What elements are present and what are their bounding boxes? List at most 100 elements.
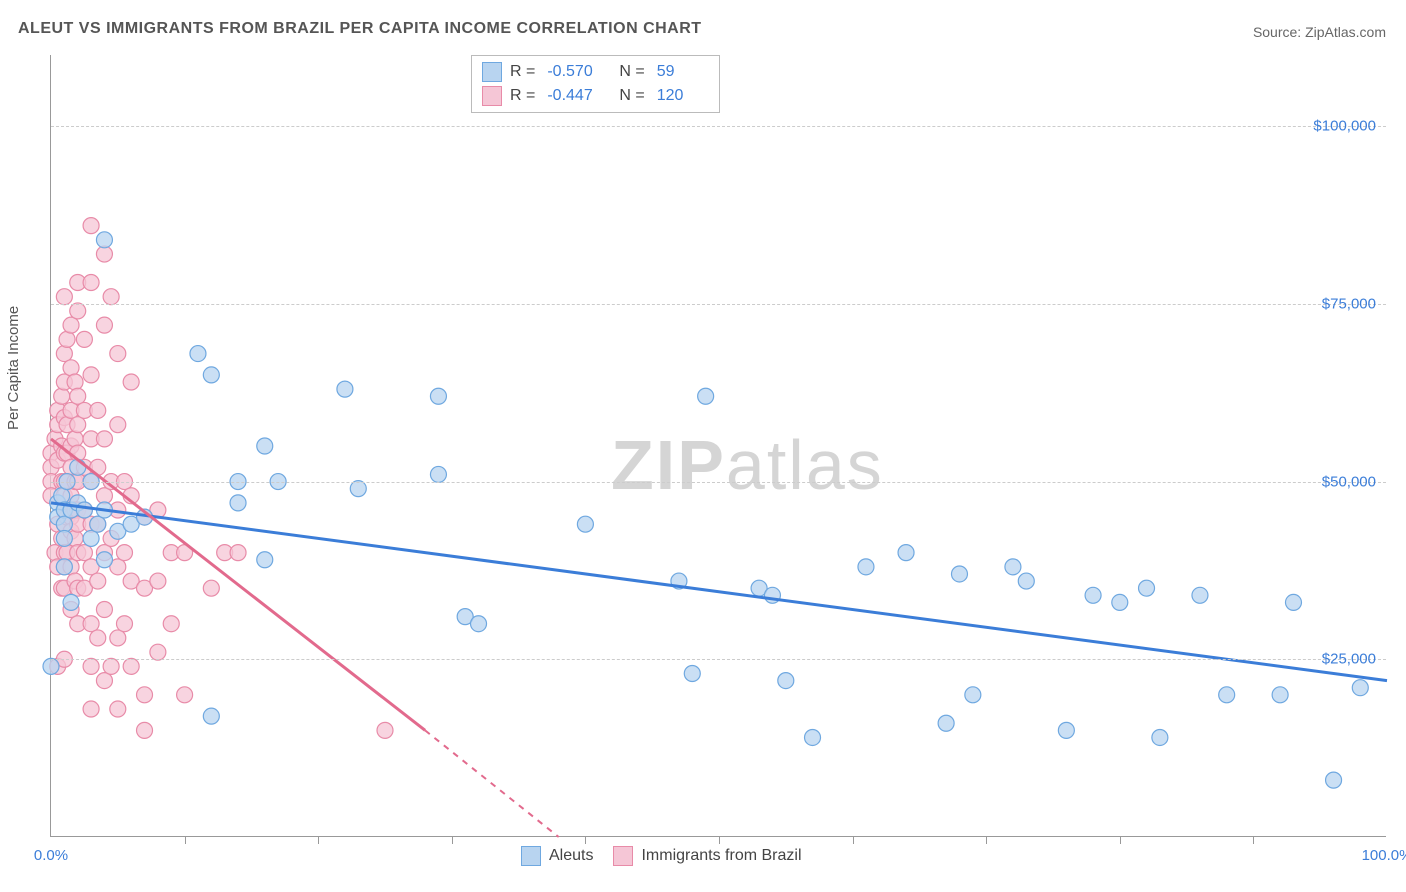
legend-item-brazil: Immigrants from Brazil (613, 846, 801, 866)
data-point (83, 530, 99, 546)
data-point (63, 360, 79, 376)
y-axis-label: Per Capita Income (5, 306, 22, 430)
data-point (96, 246, 112, 262)
data-point (116, 545, 132, 561)
data-point (471, 616, 487, 632)
data-point (56, 516, 72, 532)
data-point (778, 673, 794, 689)
data-point (56, 346, 72, 362)
data-point (90, 516, 106, 532)
data-point (90, 630, 106, 646)
data-point (163, 616, 179, 632)
data-point (54, 488, 70, 504)
legend-item-aleuts: Aleuts (521, 846, 593, 866)
data-point (150, 644, 166, 660)
xtick (853, 836, 854, 844)
ytick-label: $100,000 (1313, 118, 1376, 135)
data-point (1152, 729, 1168, 745)
data-point (1272, 687, 1288, 703)
data-point (83, 218, 99, 234)
data-point (337, 381, 353, 397)
xtick (719, 836, 720, 844)
data-point (56, 530, 72, 546)
data-point (858, 559, 874, 575)
data-point (430, 388, 446, 404)
data-point (1352, 680, 1368, 696)
n-label: N = (619, 84, 644, 108)
chart-area: ZIPatlas R = -0.570 N = 59 R = -0.447 N … (50, 55, 1386, 837)
xtick (1253, 836, 1254, 844)
chart-title: ALEUT VS IMMIGRANTS FROM BRAZIL PER CAPI… (18, 20, 702, 38)
data-point (76, 331, 92, 347)
swatch-brazil-icon (613, 846, 633, 866)
data-point (123, 658, 139, 674)
legend-row-aleuts: R = -0.570 N = 59 (482, 60, 709, 84)
data-point (230, 545, 246, 561)
data-point (116, 616, 132, 632)
data-point (190, 346, 206, 362)
trend-line (51, 503, 1387, 681)
data-point (83, 367, 99, 383)
scatter-plot (51, 55, 1386, 836)
data-point (203, 367, 219, 383)
data-point (898, 545, 914, 561)
data-point (805, 729, 821, 745)
data-point (350, 481, 366, 497)
data-point (83, 701, 99, 717)
data-point (1112, 594, 1128, 610)
data-point (1285, 594, 1301, 610)
data-point (96, 602, 112, 618)
trend-line-dashed (425, 730, 559, 837)
data-point (56, 289, 72, 305)
data-point (177, 687, 193, 703)
correlation-legend: R = -0.570 N = 59 R = -0.447 N = 120 (471, 55, 720, 113)
data-point (90, 402, 106, 418)
data-point (1018, 573, 1034, 589)
ytick-label: $25,000 (1322, 651, 1376, 668)
data-point (203, 708, 219, 724)
data-point (137, 722, 153, 738)
data-point (90, 459, 106, 475)
xtick (1120, 836, 1121, 844)
data-point (103, 289, 119, 305)
data-point (377, 722, 393, 738)
data-point (1326, 772, 1342, 788)
data-point (83, 274, 99, 290)
data-point (1192, 587, 1208, 603)
xtick (318, 836, 319, 844)
source-label: Source: ZipAtlas.com (1253, 24, 1386, 40)
data-point (257, 438, 273, 454)
data-point (1139, 580, 1155, 596)
data-point (103, 658, 119, 674)
data-point (110, 701, 126, 717)
data-point (1085, 587, 1101, 603)
data-point (110, 630, 126, 646)
data-point (54, 388, 70, 404)
data-point (70, 459, 86, 475)
data-point (67, 431, 83, 447)
legend-label-brazil: Immigrants from Brazil (641, 847, 801, 865)
n-value-brazil: 120 (657, 84, 709, 108)
swatch-brazil (482, 86, 502, 106)
r-label: R = (510, 60, 535, 84)
data-point (70, 417, 86, 433)
ytick-label: $75,000 (1322, 295, 1376, 312)
data-point (63, 594, 79, 610)
data-point (203, 580, 219, 596)
xtick (585, 836, 586, 844)
data-point (430, 466, 446, 482)
r-value-brazil: -0.447 (547, 84, 599, 108)
data-point (96, 317, 112, 333)
data-point (1058, 722, 1074, 738)
series-legend: Aleuts Immigrants from Brazil (521, 846, 802, 866)
ytick-label: $50,000 (1322, 473, 1376, 490)
swatch-aleuts-icon (521, 846, 541, 866)
legend-label-aleuts: Aleuts (549, 847, 593, 865)
data-point (137, 687, 153, 703)
data-point (1219, 687, 1235, 703)
data-point (70, 388, 86, 404)
data-point (951, 566, 967, 582)
data-point (96, 232, 112, 248)
data-point (577, 516, 593, 532)
data-point (110, 346, 126, 362)
